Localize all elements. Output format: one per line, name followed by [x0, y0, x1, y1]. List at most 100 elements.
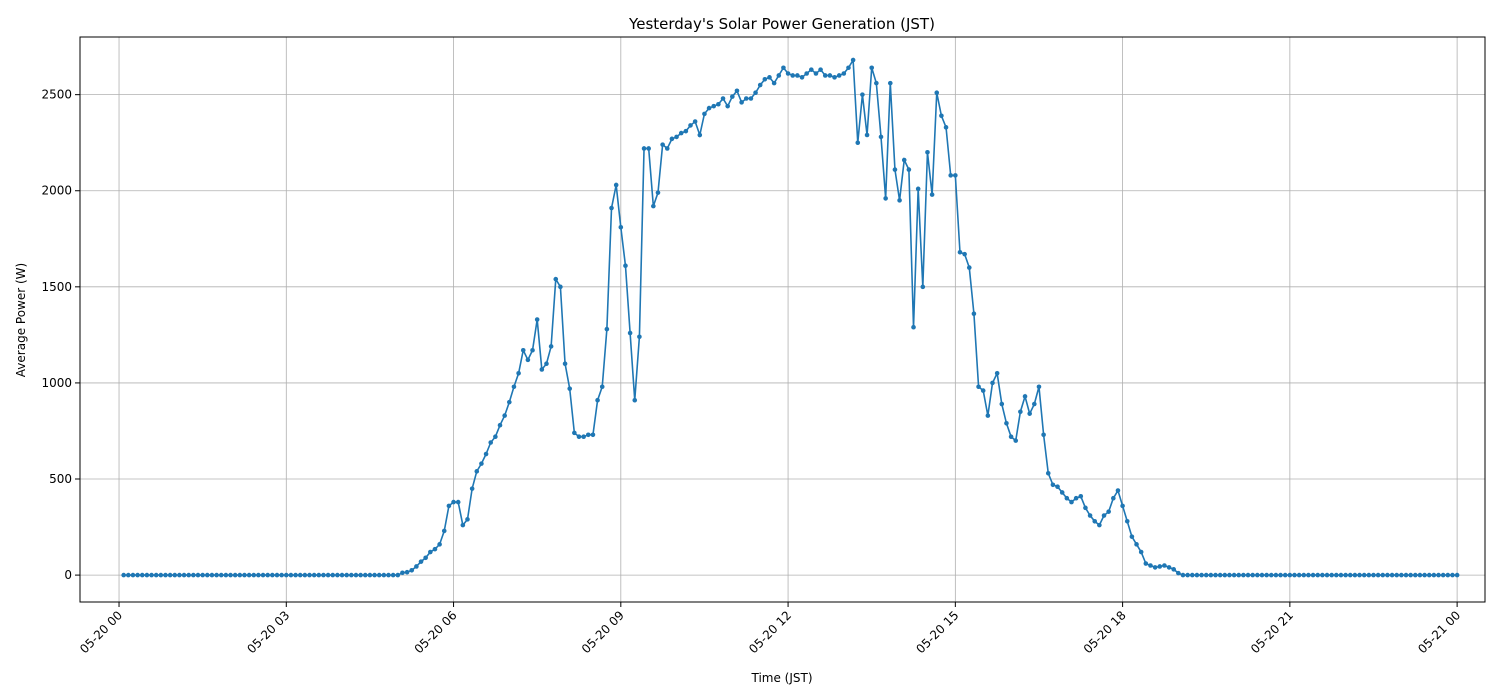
data-point — [307, 572, 312, 578]
data-point — [177, 572, 182, 578]
data-point — [423, 555, 428, 561]
data-point — [242, 572, 247, 578]
data-point — [1296, 572, 1302, 578]
data-point — [911, 324, 916, 330]
data-point — [1069, 499, 1074, 505]
data-point — [1389, 572, 1395, 578]
data-point — [1008, 434, 1014, 440]
x-tick-label: 05-20 09 — [579, 608, 627, 656]
data-point — [335, 572, 340, 578]
data-point — [925, 150, 930, 155]
data-point — [739, 100, 744, 105]
data-point — [302, 572, 308, 578]
data-point — [325, 572, 331, 578]
x-tick-label: 05-20 12 — [746, 608, 794, 656]
data-point — [214, 572, 219, 578]
data-point — [1440, 572, 1446, 578]
data-point — [1301, 572, 1307, 578]
data-point — [878, 134, 884, 140]
data-point — [400, 570, 405, 576]
data-point — [1361, 572, 1367, 578]
data-point — [1315, 572, 1321, 578]
data-point — [618, 224, 624, 230]
data-point — [674, 134, 679, 140]
data-point — [1241, 572, 1246, 578]
data-point — [1329, 572, 1334, 578]
data-point — [353, 572, 359, 578]
data-point — [200, 572, 205, 578]
data-point — [265, 572, 271, 578]
data-point — [1357, 572, 1362, 578]
data-point — [994, 371, 1000, 376]
x-axis-label: Time (JST) — [750, 671, 812, 685]
data-point — [1250, 572, 1255, 578]
data-point — [1045, 470, 1051, 476]
data-point — [1004, 420, 1009, 426]
data-point — [781, 65, 786, 71]
data-point — [1217, 572, 1223, 578]
data-point — [297, 572, 303, 578]
data-point — [1064, 495, 1070, 501]
data-point — [678, 130, 684, 136]
data-point — [135, 572, 140, 578]
data-point — [1152, 565, 1158, 570]
x-tick-label: 05-20 06 — [412, 608, 460, 656]
data-point — [1134, 542, 1139, 547]
data-point — [966, 265, 972, 270]
data-point — [460, 522, 466, 528]
data-point — [191, 572, 196, 578]
data-point — [841, 71, 847, 76]
data-point — [288, 572, 294, 578]
data-point — [1324, 572, 1330, 578]
data-point — [1310, 572, 1316, 578]
data-point — [1171, 567, 1177, 572]
data-point — [734, 88, 740, 94]
data-point — [785, 71, 791, 76]
data-point — [283, 572, 289, 578]
data-point — [1162, 563, 1167, 568]
data-point — [139, 572, 145, 578]
data-point — [1176, 570, 1181, 576]
data-point — [1213, 572, 1218, 578]
data-point — [414, 564, 419, 569]
data-point — [167, 572, 173, 578]
data-point — [585, 432, 591, 438]
data-point — [720, 96, 726, 101]
data-point — [939, 113, 944, 119]
data-point — [1129, 534, 1135, 539]
data-point — [850, 57, 856, 63]
data-point — [1255, 572, 1260, 578]
data-point — [604, 326, 610, 332]
data-point — [627, 330, 633, 336]
x-tick-label: 05-20 18 — [1081, 608, 1129, 656]
data-point — [502, 413, 507, 418]
data-point — [218, 572, 224, 578]
data-point — [1180, 572, 1186, 578]
data-point — [1236, 572, 1242, 578]
data-point — [1306, 572, 1311, 578]
data-point — [1199, 572, 1204, 578]
data-point — [223, 572, 229, 578]
data-point — [1287, 572, 1293, 578]
data-point — [446, 503, 452, 509]
data-point — [664, 146, 670, 151]
data-point — [186, 572, 192, 578]
data-point — [957, 249, 963, 255]
data-point — [418, 559, 424, 564]
data-point — [1431, 572, 1437, 578]
data-point — [567, 386, 573, 391]
x-tick-label: 05-20 00 — [77, 608, 125, 656]
data-point — [1422, 572, 1427, 578]
data-point — [953, 173, 958, 178]
data-point — [790, 73, 796, 78]
data-point — [599, 384, 605, 390]
data-point — [1115, 488, 1121, 493]
data-point — [743, 96, 749, 101]
data-point — [748, 96, 754, 101]
data-point — [822, 73, 828, 78]
data-point — [349, 572, 354, 578]
y-axis: 0 500 1000 1500 2000 2500 — [41, 88, 80, 582]
data-point — [432, 546, 438, 552]
data-point — [1041, 432, 1046, 438]
data-point — [776, 73, 782, 78]
